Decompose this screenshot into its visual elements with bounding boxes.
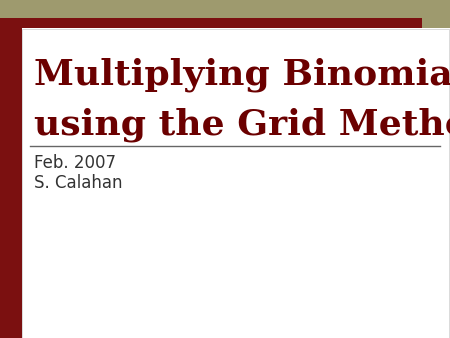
Bar	[0, 18, 450, 28]
Text: Feb. 2007: Feb. 2007	[34, 154, 116, 172]
Text: using the Grid Method: using the Grid Method	[34, 108, 450, 143]
Bar	[0, 0, 450, 18]
Bar	[0, 28, 22, 338]
Text: Multiplying Binomials: Multiplying Binomials	[34, 58, 450, 93]
Text: S. Calahan: S. Calahan	[34, 174, 122, 192]
Bar	[422, 18, 450, 28]
